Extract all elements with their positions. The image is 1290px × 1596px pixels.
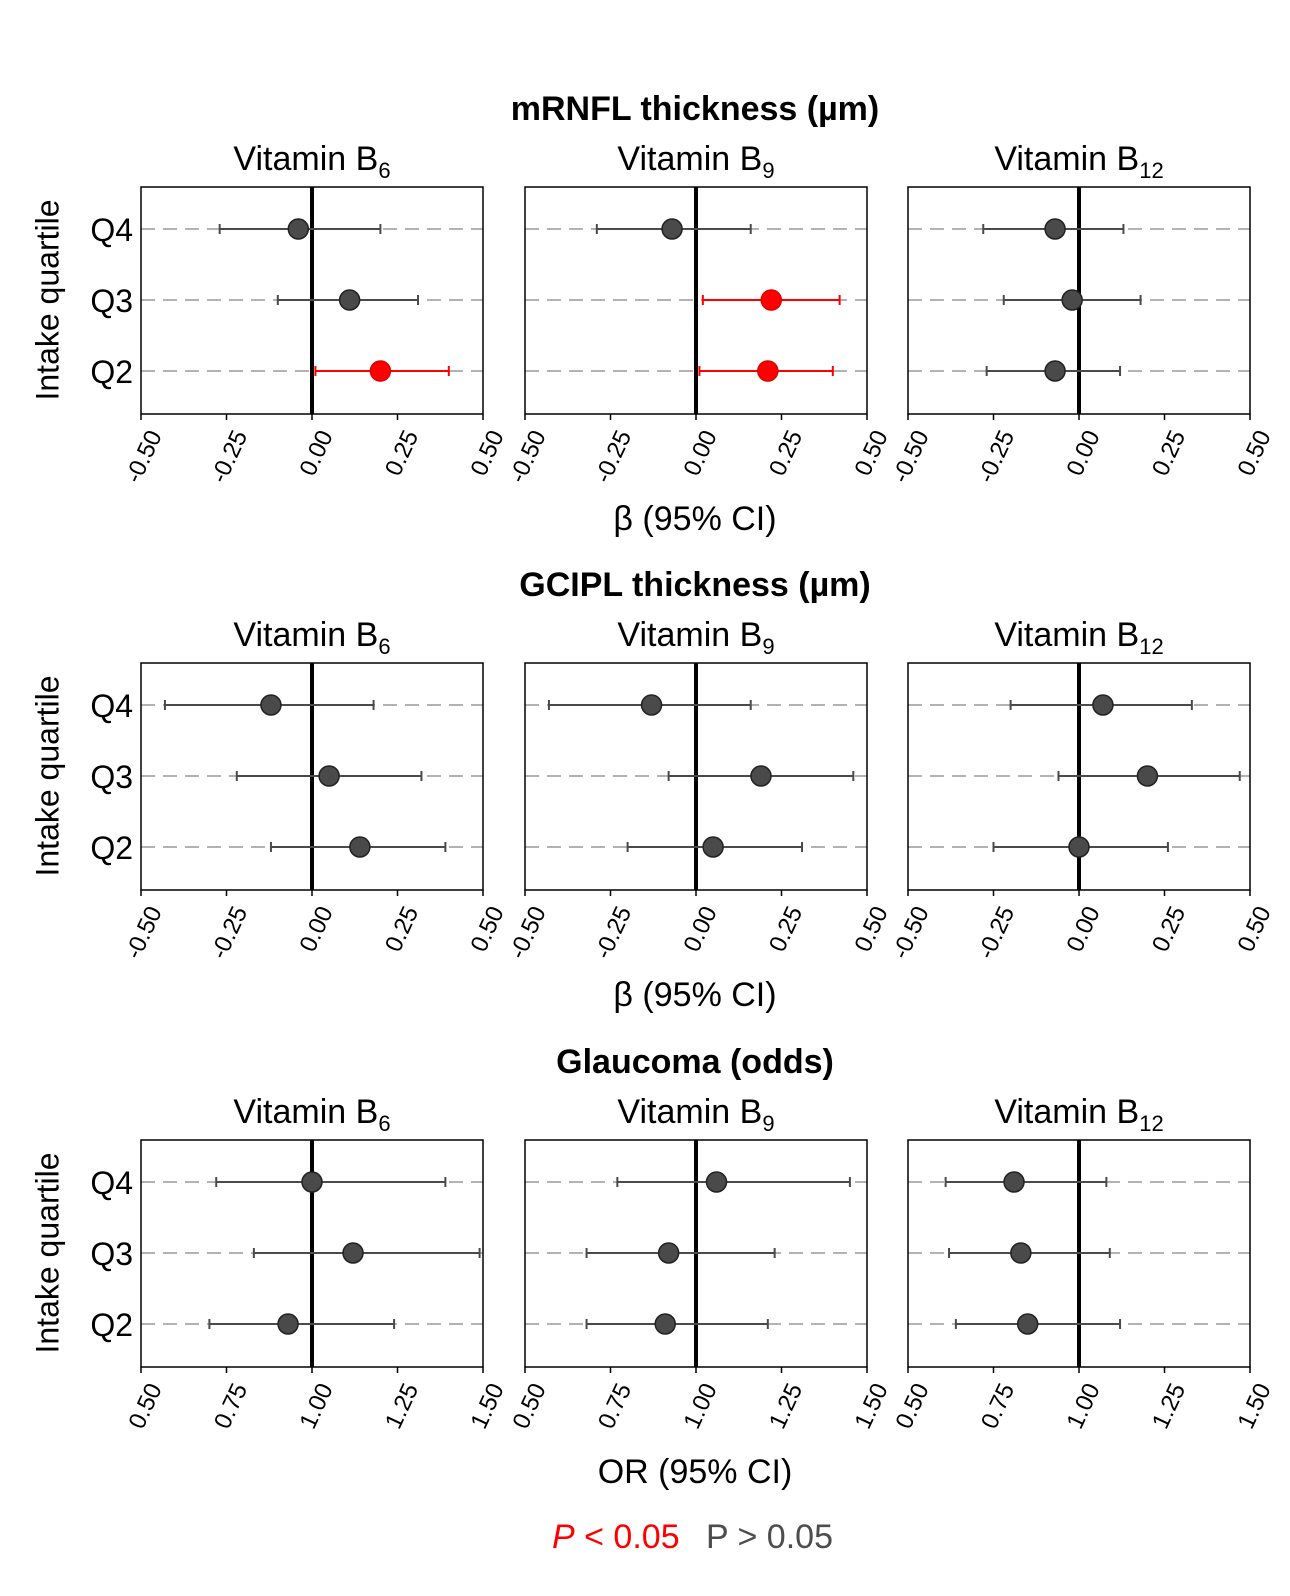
x-axis-label: OR (95% CI): [598, 1453, 793, 1491]
point-estimate-q4: [705, 1171, 728, 1193]
chart-section-1: mRNFL thickness (µm) Intake quartile Q4 Q3 Q…: [29, 90, 1276, 538]
point-estimate-q2: [1044, 360, 1066, 382]
point-estimate-q3: [1061, 289, 1083, 311]
point-estimate-q2: [1016, 1313, 1039, 1335]
facet-title: Vitamin B12: [994, 140, 1163, 183]
point-estimate-q4: [301, 1171, 323, 1193]
facet-title-main: Vitamin B: [233, 140, 378, 178]
point-estimate-q3: [318, 765, 340, 787]
point-estimate-q3: [342, 1242, 364, 1264]
facet-title-main: Vitamin B: [994, 140, 1139, 178]
point-estimate-q3: [657, 1242, 680, 1264]
facet-title-subscript: 9: [762, 634, 774, 659]
point-estimate-q2: [702, 836, 724, 858]
point-estimate-q3: [750, 765, 772, 787]
facet-title-subscript: 12: [1139, 634, 1163, 659]
point-estimate-q4: [1003, 1171, 1025, 1193]
facet-title: Vitamin B9: [617, 616, 774, 659]
y-axis-label: Intake quartile: [29, 199, 65, 400]
point-estimate-q2: [1068, 836, 1090, 858]
facet-panel-2: Vitamin B90.50 0.75 1.00 1.25 1.50: [507, 1093, 893, 1433]
y-axis-label: Intake quartile: [29, 1152, 65, 1353]
point-estimate-q3: [1010, 1242, 1032, 1264]
facet-title: Vitamin B6: [233, 140, 390, 183]
facet-title: Vitamin B6: [233, 1093, 390, 1136]
point-estimate-q2: [277, 1313, 299, 1335]
point-estimate-q4: [1044, 218, 1066, 240]
section-title: mRNFL thickness (µm): [511, 90, 879, 128]
facet-title-main: Vitamin B: [994, 1093, 1139, 1131]
facet-title: Vitamin B9: [617, 140, 774, 183]
facet-title: Vitamin B9: [617, 1093, 774, 1136]
facet-title: Vitamin B12: [994, 616, 1163, 659]
point-estimate-q4: [640, 694, 663, 716]
point-estimate-q2: [654, 1313, 676, 1335]
facet-title: Vitamin B12: [994, 1093, 1163, 1136]
x-axis-label: β (95% CI): [613, 976, 776, 1014]
point-estimate-q4: [287, 218, 310, 240]
section-title: Glaucoma (odds): [556, 1043, 834, 1081]
legend-nonsignificant: P > 0.05: [706, 1518, 833, 1556]
chart-section-3: Glaucoma (odds) Intake quartile Q4 Q3 Q2 Vita…: [29, 1043, 1276, 1491]
facet-title-subscript: 9: [762, 1111, 774, 1136]
facet-title-subscript: 6: [378, 1111, 390, 1136]
facet-title-subscript: 12: [1139, 158, 1163, 183]
point-estimate-q3: [760, 289, 782, 311]
point-estimate-q3: [1136, 765, 1159, 787]
facet-title-subscript: 6: [378, 158, 390, 183]
facet-title-main: Vitamin B: [617, 616, 762, 654]
legend: P < 0.05 P > 0.05: [552, 1518, 833, 1556]
point-estimate-q2: [369, 360, 392, 382]
y-tick-q2: Q2: [90, 1307, 133, 1343]
y-tick-q3: Q3: [90, 1236, 133, 1272]
y-axis-label: Intake quartile: [29, 675, 65, 876]
facet-title-main: Vitamin B: [994, 616, 1139, 654]
facet-panel-3: Vitamin B12-0.50 -0.25 0.00 0.25 0.50: [887, 140, 1277, 487]
y-tick-q4: Q4: [90, 688, 133, 724]
y-tick-q2: Q2: [90, 830, 133, 866]
y-tick-q4: Q4: [90, 212, 133, 248]
legend-significant-threshold: < 0.05: [575, 1518, 680, 1556]
point-estimate-q4: [661, 218, 683, 240]
facet-title-subscript: 9: [762, 158, 774, 183]
y-tick-q3: Q3: [90, 759, 133, 795]
section-title: GCIPL thickness (µm): [519, 566, 871, 604]
legend-significant-p: P: [552, 1518, 575, 1556]
point-estimate-q4: [1092, 694, 1114, 716]
facet-title-main: Vitamin B: [617, 1093, 762, 1131]
y-tick-q4: Q4: [90, 1165, 133, 1201]
point-estimate-q2: [349, 836, 371, 858]
x-axis-label: β (95% CI): [613, 500, 776, 538]
facet-title-subscript: 6: [378, 634, 390, 659]
legend-significant: P < 0.05: [552, 1518, 680, 1556]
point-estimate-q2: [757, 360, 779, 382]
y-tick-q3: Q3: [90, 283, 133, 319]
facet-title-main: Vitamin B: [233, 616, 378, 654]
facet-title-subscript: 12: [1139, 1111, 1163, 1136]
y-tick-q2: Q2: [90, 354, 133, 390]
point-estimate-q4: [260, 694, 282, 716]
facet-title-main: Vitamin B: [617, 140, 762, 178]
facet-title: Vitamin B6: [233, 616, 390, 659]
point-estimate-q3: [338, 289, 361, 311]
facet-title-main: Vitamin B: [233, 1093, 378, 1131]
